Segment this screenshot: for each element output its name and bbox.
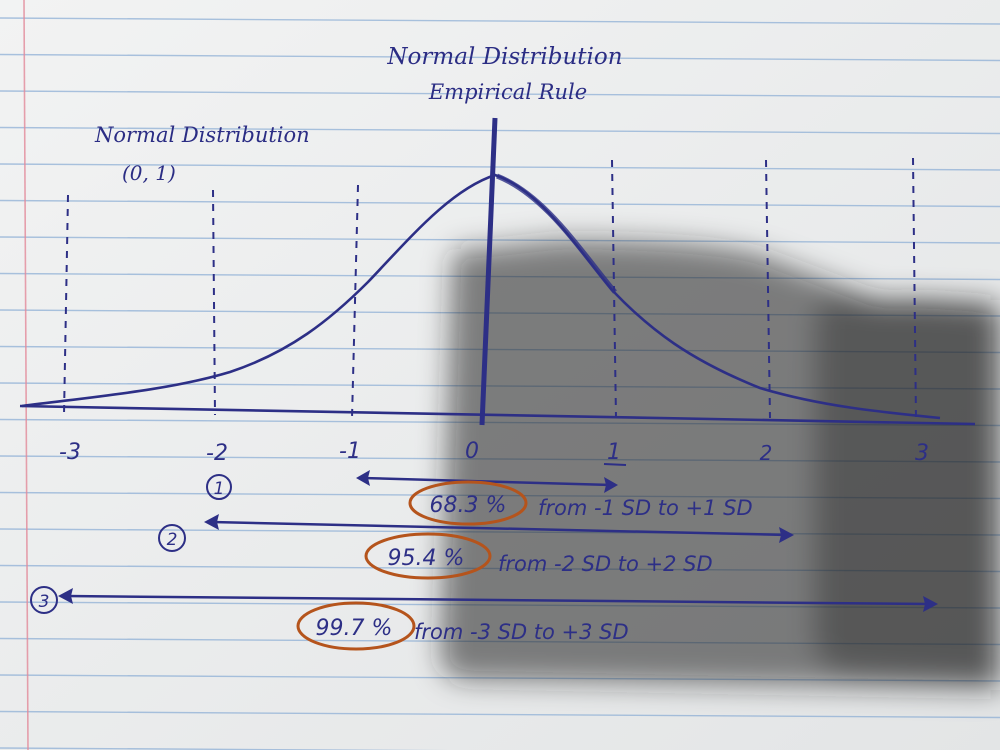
- tick-label-1: 1: [607, 440, 621, 465]
- rule-2-arrow-right-icon: [779, 527, 794, 543]
- rule-2-arrow-left-icon: [204, 514, 219, 530]
- ruled-line: [0, 90, 1000, 98]
- ruled-line: [0, 53, 1000, 62]
- ruled-line: [0, 163, 1000, 171]
- rule-3-marker-circle: [30, 586, 58, 614]
- rule-2-highlight-oval: [364, 532, 492, 580]
- margin-line: [23, 0, 29, 750]
- rule-2-percent: 95.4 %: [388, 546, 465, 571]
- rule-1: 1 68.3 % from -1 SD to +1 SD: [206, 470, 753, 526]
- rule-3: 3 99.7 % from -3 SD to +3 SD: [30, 586, 938, 651]
- rule-1-arrow-line: [361, 476, 613, 487]
- tick-label-3: 3: [915, 441, 929, 466]
- rule-3-arrow-line: [65, 594, 931, 606]
- ruled-line: [0, 126, 1000, 135]
- rule-1-highlight-oval: [408, 480, 528, 526]
- rule-3-highlight-oval: [296, 601, 416, 651]
- ruled-line: [0, 710, 1000, 719]
- rule-1-arrow-left-icon: [356, 470, 370, 486]
- tick-label-2: 2: [760, 441, 773, 465]
- rule-2-arrow-line: [211, 520, 789, 537]
- rule-1-arrow-right-icon: [604, 477, 618, 493]
- rule-3-arrow-right-icon: [923, 596, 938, 612]
- mean-line: [479, 117, 498, 426]
- ruled-line: [0, 747, 451, 750]
- rule-3-marker-label: 3: [39, 592, 50, 612]
- tick-label-minus-2: -2: [206, 441, 228, 466]
- ruled-line: [0, 17, 1000, 25]
- rule-1-marker-label: 1: [214, 479, 225, 499]
- rule-1-marker-circle: [206, 474, 232, 500]
- tick-1-underline: [603, 463, 627, 466]
- x-axis-line: [19, 404, 976, 426]
- subtitle-line-1: Normal Distribution: [94, 123, 310, 147]
- sd-line-plus-3: [912, 157, 917, 421]
- x-axis-tick-labels: -3 -2 -1 0 1 2 3: [59, 439, 929, 466]
- sd-line-minus-3: [63, 194, 69, 416]
- ruled-line: [0, 236, 1000, 244]
- tick-label-minus-1: -1: [339, 439, 361, 464]
- subtitle-line-2: (0, 1): [122, 161, 176, 185]
- title-line-2: Empirical Rule: [428, 80, 587, 104]
- ruled-line: [0, 199, 1000, 208]
- rule-3-percent: 99.7 %: [316, 616, 393, 641]
- rule-3-arrow-left-icon: [58, 588, 73, 604]
- rule-1-text: from -1 SD to +1 SD: [538, 496, 753, 520]
- rule-2-text: from -2 SD to +2 SD: [498, 552, 713, 576]
- rule-2-marker-label: 2: [167, 530, 178, 550]
- rule-2-marker-circle: [158, 524, 186, 552]
- rule-3-text: from -3 SD to +3 SD: [414, 620, 629, 644]
- tick-label-minus-3: -3: [59, 440, 81, 465]
- phone-shadow: [440, 240, 1000, 690]
- title-line-1: Normal Distribution: [386, 44, 622, 70]
- rule-2: 2 95.4 % from -2 SD to +2 SD: [158, 514, 794, 580]
- rule-1-percent: 68.3 %: [430, 493, 507, 518]
- bell-curve-overdraw: [496, 173, 617, 294]
- sd-line-plus-2: [765, 159, 771, 419]
- tick-label-0: 0: [465, 439, 479, 464]
- sd-line-minus-1: [351, 184, 359, 419]
